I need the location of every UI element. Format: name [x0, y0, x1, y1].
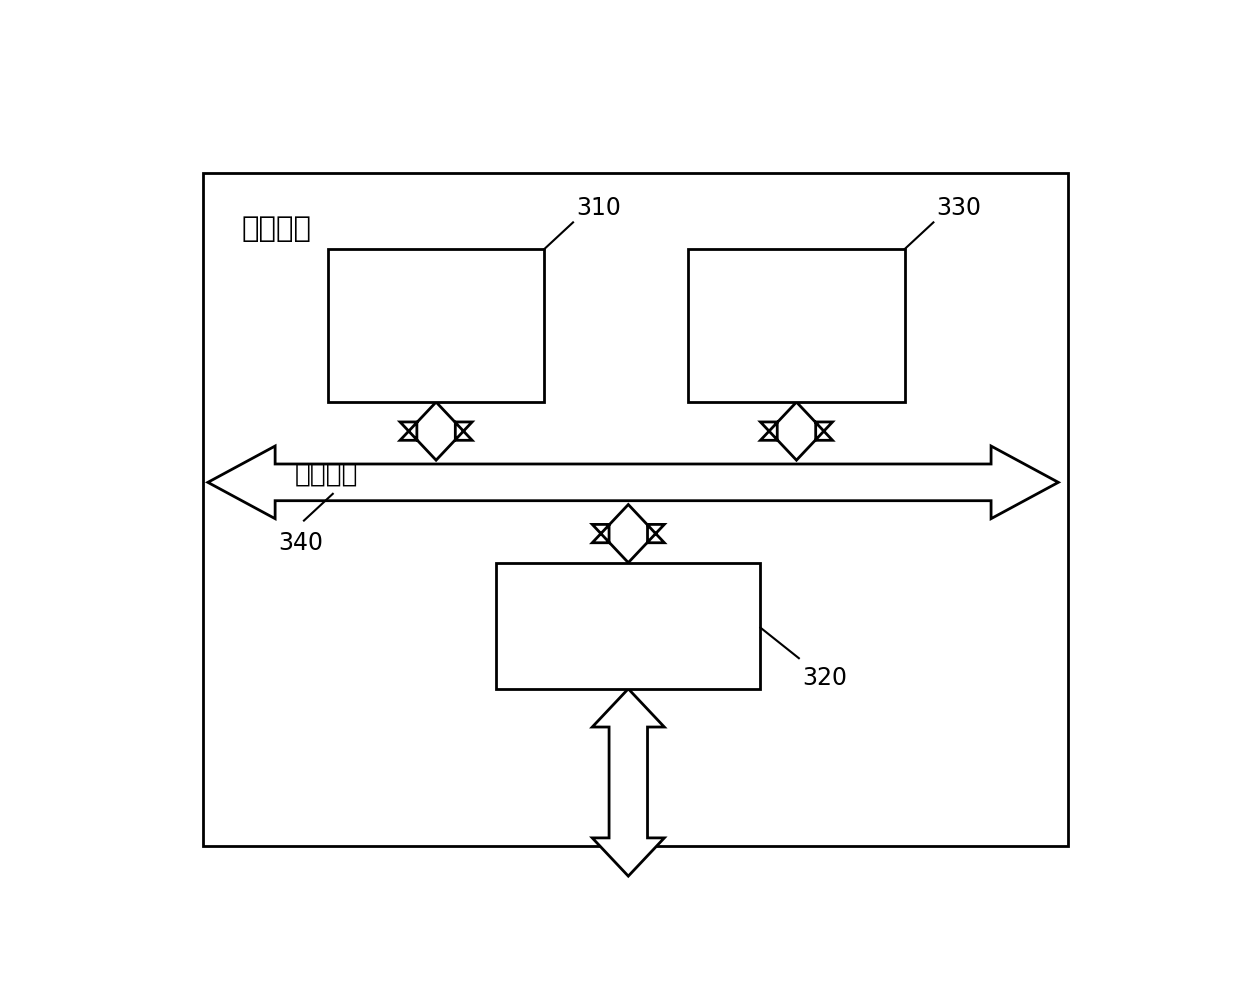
Polygon shape — [593, 689, 665, 876]
Polygon shape — [593, 504, 665, 563]
Text: 电子设备: 电子设备 — [242, 214, 311, 242]
Bar — [688, 249, 904, 402]
Bar — [496, 563, 760, 689]
Text: 340: 340 — [278, 530, 322, 554]
Polygon shape — [208, 446, 1058, 518]
Text: 通信总线: 通信总线 — [294, 462, 358, 488]
Text: 330: 330 — [936, 196, 981, 220]
Text: 320: 320 — [802, 666, 847, 690]
Text: 通信接口: 通信接口 — [591, 612, 665, 640]
Text: 310: 310 — [575, 196, 621, 220]
Bar — [327, 249, 544, 402]
Polygon shape — [760, 402, 832, 460]
Bar — [203, 173, 1068, 846]
Text: 处理器: 处理器 — [409, 311, 464, 341]
Text: 存储器: 存储器 — [769, 311, 823, 341]
Polygon shape — [401, 402, 472, 460]
